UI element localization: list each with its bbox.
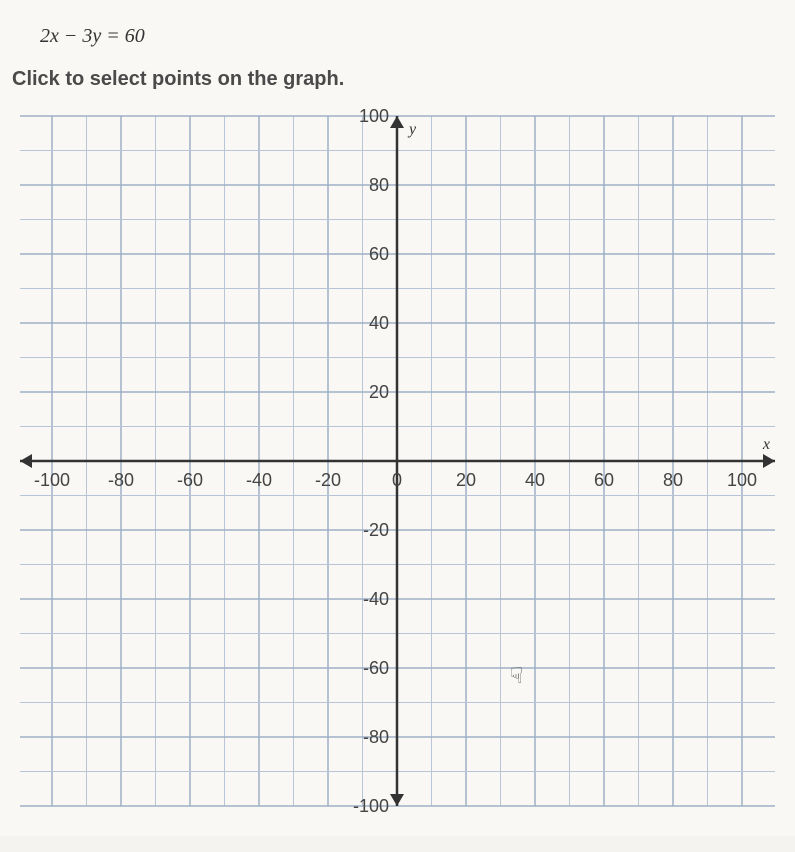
svg-text:100: 100 [359, 106, 389, 126]
svg-text:-100: -100 [353, 796, 389, 816]
cartesian-graph[interactable]: -100 -80 -60 -40 -20 0 20 40 60 80 100 -100 -80 -60 -4… [10, 106, 785, 826]
svg-text:80: 80 [369, 175, 389, 195]
svg-text:100: 100 [727, 470, 757, 490]
svg-text:-80: -80 [108, 470, 134, 490]
svg-text:-80: -80 [363, 727, 389, 747]
svg-text:60: 60 [369, 244, 389, 264]
svg-text:20: 20 [369, 382, 389, 402]
svg-text:20: 20 [456, 470, 476, 490]
svg-text:-20: -20 [363, 520, 389, 540]
svg-text:-40: -40 [246, 470, 272, 490]
svg-text:-60: -60 [363, 658, 389, 678]
instruction-text: Click to select points on the graph. [12, 68, 785, 91]
svg-text:y: y [407, 121, 417, 138]
svg-text:40: 40 [369, 313, 389, 333]
svg-text:-100: -100 [34, 470, 70, 490]
equation-text: 2x − 3y = 60 [40, 25, 785, 48]
svg-text:80: 80 [663, 470, 683, 490]
svg-text:-20: -20 [315, 470, 341, 490]
graph-area[interactable]: -100 -80 -60 -40 -20 0 20 40 60 80 100 -100 -80 -60 -4… [10, 106, 785, 826]
svg-text:-40: -40 [363, 589, 389, 609]
svg-text:40: 40 [525, 470, 545, 490]
svg-text:60: 60 [594, 470, 614, 490]
svg-text:-60: -60 [177, 470, 203, 490]
svg-text:x: x [762, 436, 770, 453]
svg-text:0: 0 [392, 470, 402, 490]
